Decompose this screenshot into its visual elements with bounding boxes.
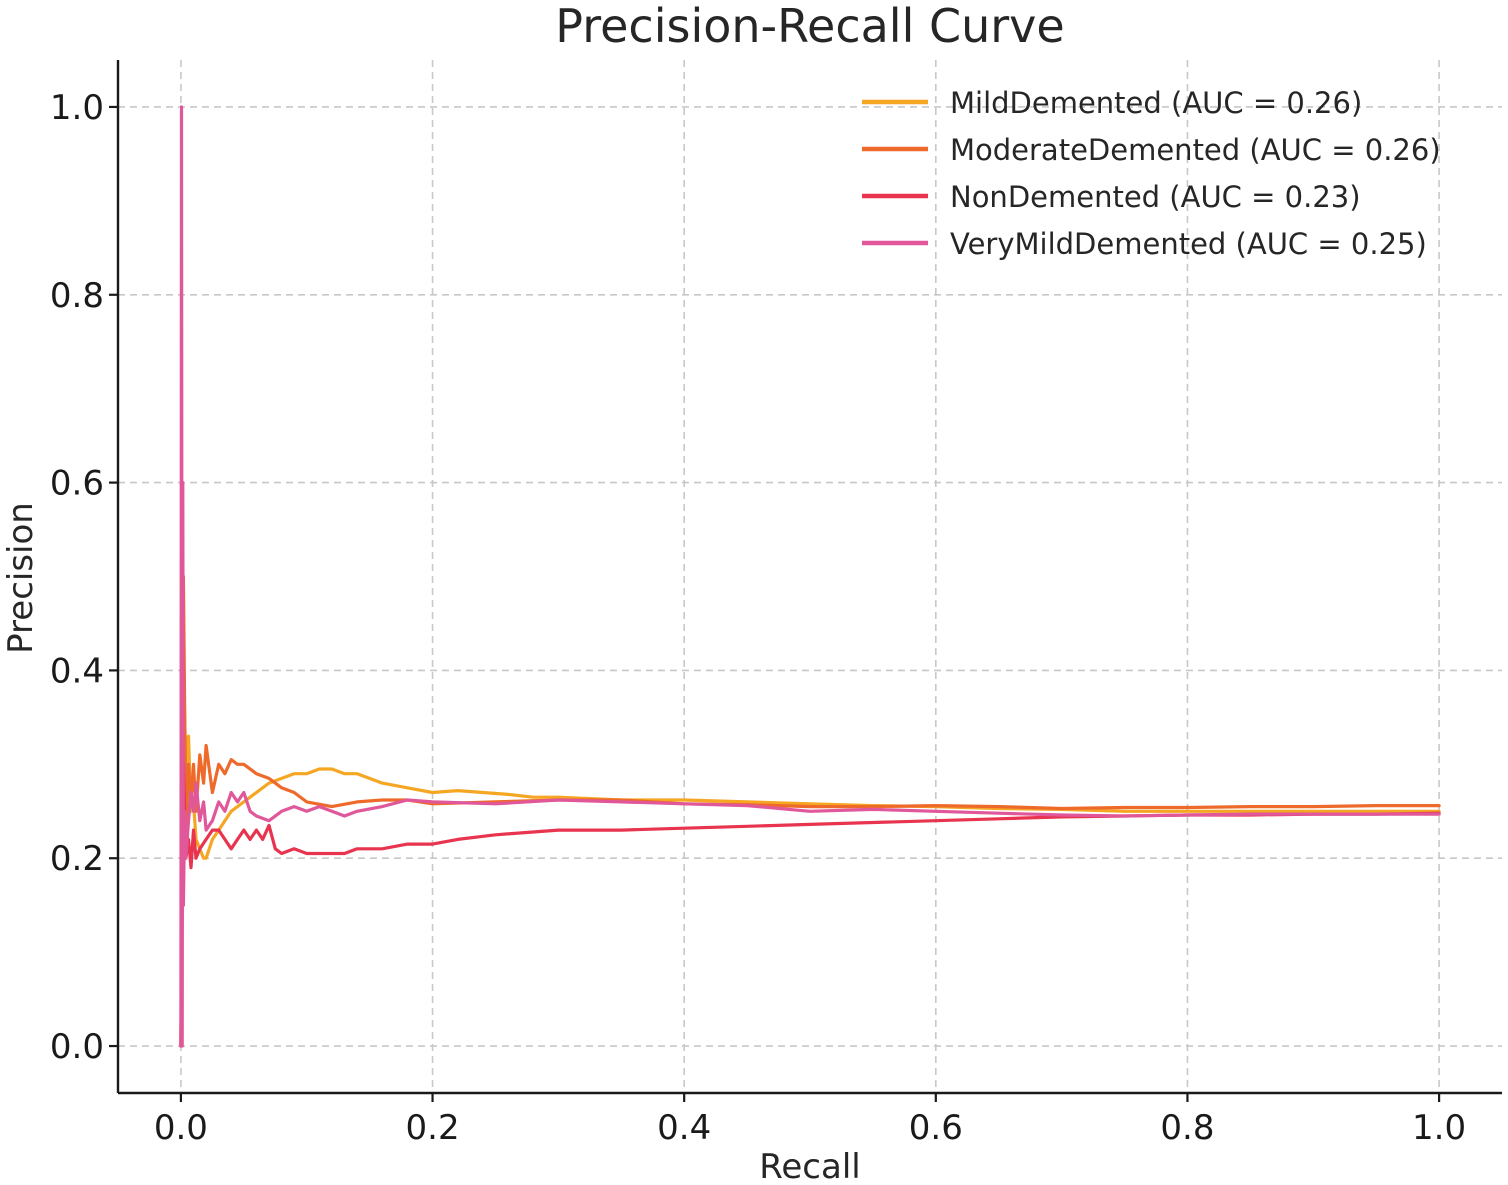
y-axis-ticks: 0.0 0.2 0.4 0.6 0.8 1.0 <box>50 88 118 1067</box>
x-axis-ticks: 0.0 0.2 0.4 0.6 0.8 1.0 <box>154 1093 1466 1148</box>
y-tick-label: 1.0 <box>50 88 104 128</box>
x-tick-label: 0.4 <box>657 1108 711 1148</box>
legend-label-milddemented: MildDemented (AUC = 0.26) <box>950 86 1362 120</box>
series-lines <box>179 105 1441 1048</box>
chart-title: Precision-Recall Curve <box>555 0 1064 53</box>
series-line-verymilddemented <box>179 105 1441 1048</box>
legend-label-verymilddemented: VeryMildDemented (AUC = 0.25) <box>950 227 1427 261</box>
series-line-nondemented <box>179 762 1441 1048</box>
legend-label-nondemented: NonDemented (AUC = 0.23) <box>950 180 1361 214</box>
y-tick-label: 0.0 <box>50 1027 104 1067</box>
x-tick-label: 0.2 <box>406 1108 460 1148</box>
x-tick-label: 1.0 <box>1412 1108 1466 1148</box>
x-tick-label: 0.6 <box>909 1108 963 1148</box>
x-axis-label: Recall <box>759 1147 860 1185</box>
y-tick-label: 0.6 <box>50 464 104 504</box>
legend-label-moderatedemented: ModerateDemented (AUC = 0.26) <box>950 133 1441 167</box>
y-tick-label: 0.4 <box>50 651 104 691</box>
x-tick-label: 0.8 <box>1160 1108 1214 1148</box>
y-axis-label: Precision <box>1 502 41 654</box>
legend: MildDemented (AUC = 0.26) ModerateDemente… <box>862 86 1441 261</box>
series-line-moderatedemented <box>179 574 1441 1048</box>
x-tick-label: 0.0 <box>154 1108 208 1148</box>
y-tick-label: 0.2 <box>50 839 104 879</box>
grid-lines <box>118 60 1502 1093</box>
y-tick-label: 0.8 <box>50 276 104 316</box>
